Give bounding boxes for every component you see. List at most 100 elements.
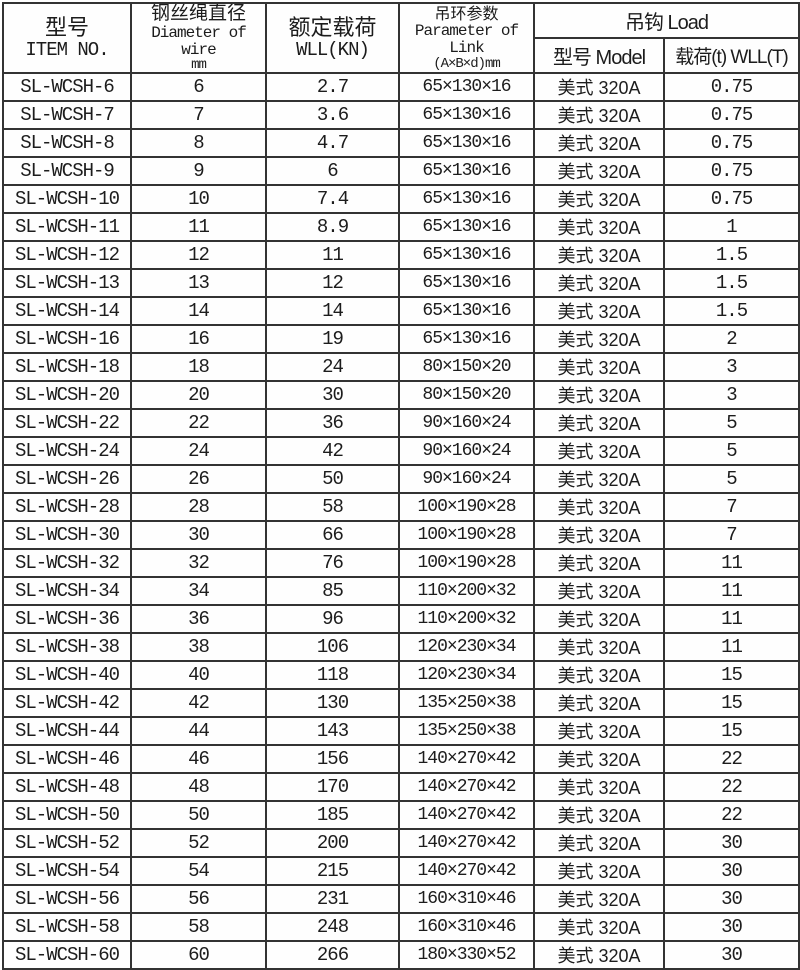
- cell-link-params: 135×250×38: [398, 688, 535, 719]
- cell-wire-diameter: 13: [130, 268, 267, 299]
- cell-link-params: 80×150×20: [398, 352, 535, 383]
- cell-wire-diameter: 20: [130, 380, 267, 411]
- cell-rated-load-kn: 170: [265, 772, 400, 803]
- cell-wire-diameter: 56: [130, 884, 267, 915]
- cell-rated-load-kn: 215: [265, 856, 400, 887]
- table-row: SL-WCSH-22 22 36 90×160×24 美式 320A 5: [2, 408, 800, 439]
- table-row: SL-WCSH-58 58 248 160×310×46 美式 320A 30: [2, 912, 800, 943]
- cell-rated-load-kn: 4.7: [265, 128, 400, 159]
- cell-link-params: 65×130×16: [398, 324, 535, 355]
- header-item-no: 型号 ITEM NO.: [2, 1, 132, 75]
- cell-wire-diameter: 6: [130, 72, 267, 103]
- cell-rated-load-kn: 66: [265, 520, 400, 551]
- cell-wire-diameter: 30: [130, 520, 267, 551]
- cell-hook-model: 美式 320A: [533, 352, 665, 383]
- header-link-params-unit: (A×B×d)mm: [433, 55, 501, 72]
- cell-hook-model: 美式 320A: [533, 212, 665, 243]
- cell-item-no: SL-WCSH-34: [2, 576, 132, 607]
- cell-item-no: SL-WCSH-56: [2, 884, 132, 915]
- header-wire-diameter: 钢丝绳直径 Diameter of wire mm: [130, 1, 267, 75]
- cell-wire-diameter: 46: [130, 744, 267, 775]
- table-row: SL-WCSH-40 40 118 120×230×34 美式 320A 15: [2, 660, 800, 691]
- cell-hook-model: 美式 320A: [533, 464, 665, 495]
- cell-hook-load-t: 30: [663, 884, 800, 915]
- cell-rated-load-kn: 231: [265, 884, 400, 915]
- cell-item-no: SL-WCSH-54: [2, 856, 132, 887]
- cell-wire-diameter: 48: [130, 772, 267, 803]
- cell-link-params: 140×270×42: [398, 856, 535, 887]
- cell-hook-model: 美式 320A: [533, 828, 665, 859]
- cell-rated-load-kn: 76: [265, 548, 400, 579]
- cell-wire-diameter: 10: [130, 184, 267, 215]
- cell-link-params: 65×130×16: [398, 72, 535, 103]
- cell-hook-model: 美式 320A: [533, 940, 665, 970]
- table-row: SL-WCSH-36 36 96 110×200×32 美式 320A 11: [2, 604, 800, 635]
- cell-hook-model: 美式 320A: [533, 100, 665, 131]
- cell-link-params: 120×230×34: [398, 632, 535, 663]
- cell-hook-model: 美式 320A: [533, 156, 665, 187]
- cell-link-params: 140×270×42: [398, 744, 535, 775]
- table-row: SL-WCSH-42 42 130 135×250×38 美式 320A 15: [2, 688, 800, 719]
- cell-rated-load-kn: 6: [265, 156, 400, 187]
- cell-item-no: SL-WCSH-14: [2, 296, 132, 327]
- table-row: SL-WCSH-54 54 215 140×270×42 美式 320A 30: [2, 856, 800, 887]
- cell-wire-diameter: 38: [130, 632, 267, 663]
- cell-wire-diameter: 11: [130, 212, 267, 243]
- cell-wire-diameter: 7: [130, 100, 267, 131]
- cell-rated-load-kn: 30: [265, 380, 400, 411]
- cell-hook-model: 美式 320A: [533, 856, 665, 887]
- table-row: SL-WCSH-60 60 266 180×330×52 美式 320A 30: [2, 940, 800, 970]
- cell-rated-load-kn: 266: [265, 940, 400, 970]
- cell-hook-model: 美式 320A: [533, 604, 665, 635]
- cell-rated-load-kn: 85: [265, 576, 400, 607]
- table-row: SL-WCSH-26 26 50 90×160×24 美式 320A 5: [2, 464, 800, 495]
- cell-item-no: SL-WCSH-50: [2, 800, 132, 831]
- cell-wire-diameter: 12: [130, 240, 267, 271]
- table-row: SL-WCSH-8 8 4.7 65×130×16 美式 320A 0.75: [2, 128, 800, 159]
- cell-item-no: SL-WCSH-7: [2, 100, 132, 131]
- cell-wire-diameter: 44: [130, 716, 267, 747]
- cell-rated-load-kn: 24: [265, 352, 400, 383]
- cell-hook-load-t: 11: [663, 548, 800, 579]
- cell-link-params: 65×130×16: [398, 184, 535, 215]
- cell-rated-load-kn: 11: [265, 240, 400, 271]
- table-row: SL-WCSH-7 7 3.6 65×130×16 美式 320A 0.75: [2, 100, 800, 131]
- cell-item-no: SL-WCSH-8: [2, 128, 132, 159]
- table-row: SL-WCSH-34 34 85 110×200×32 美式 320A 11: [2, 576, 800, 607]
- table-row: SL-WCSH-56 56 231 160×310×46 美式 320A 30: [2, 884, 800, 915]
- cell-wire-diameter: 18: [130, 352, 267, 383]
- cell-hook-load-t: 0.75: [663, 184, 800, 215]
- cell-hook-load-t: 11: [663, 632, 800, 663]
- cell-hook-model: 美式 320A: [533, 520, 665, 551]
- cell-rated-load-kn: 96: [265, 604, 400, 635]
- cell-hook-load-t: 5: [663, 408, 800, 439]
- cell-item-no: SL-WCSH-18: [2, 352, 132, 383]
- cell-item-no: SL-WCSH-16: [2, 324, 132, 355]
- cell-hook-load-t: 0.75: [663, 100, 800, 131]
- table-row: SL-WCSH-14 14 14 65×130×16 美式 320A 1.5: [2, 296, 800, 327]
- table-row: SL-WCSH-9 9 6 65×130×16 美式 320A 0.75: [2, 156, 800, 187]
- cell-item-no: SL-WCSH-6: [2, 72, 132, 103]
- cell-rated-load-kn: 143: [265, 716, 400, 747]
- table-row: SL-WCSH-16 16 19 65×130×16 美式 320A 2: [2, 324, 800, 355]
- cell-item-no: SL-WCSH-60: [2, 940, 132, 970]
- cell-hook-load-t: 5: [663, 436, 800, 467]
- cell-item-no: SL-WCSH-30: [2, 520, 132, 551]
- cell-hook-model: 美式 320A: [533, 184, 665, 215]
- cell-item-no: SL-WCSH-52: [2, 828, 132, 859]
- cell-hook-load-t: 1: [663, 212, 800, 243]
- cell-link-params: 100×190×28: [398, 492, 535, 523]
- header-hook-load-label: 载荷(t) WLL(T): [675, 47, 789, 69]
- cell-item-no: SL-WCSH-46: [2, 744, 132, 775]
- cell-hook-model: 美式 320A: [533, 884, 665, 915]
- cell-hook-model: 美式 320A: [533, 268, 665, 299]
- cell-wire-diameter: 28: [130, 492, 267, 523]
- table-row: SL-WCSH-20 20 30 80×150×20 美式 320A 3: [2, 380, 800, 411]
- cell-hook-load-t: 22: [663, 744, 800, 775]
- cell-hook-model: 美式 320A: [533, 408, 665, 439]
- cell-rated-load-kn: 50: [265, 464, 400, 495]
- table-row: SL-WCSH-30 30 66 100×190×28 美式 320A 7: [2, 520, 800, 551]
- cell-rated-load-kn: 3.6: [265, 100, 400, 131]
